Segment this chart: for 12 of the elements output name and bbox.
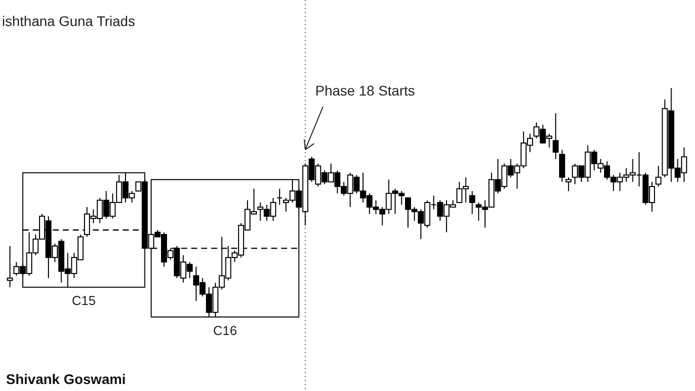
candlestick [469,190,476,214]
text: Shivank Goswami [6,371,126,387]
candlestick [559,149,566,182]
candlestick [276,188,283,206]
candlestick [552,112,559,160]
text: C16 [213,323,237,338]
annotation: C15 [72,293,96,308]
candlestick [655,165,662,187]
candlestick [566,176,572,192]
chart-title: ishthana Guna Triads [2,13,136,29]
candlestick [6,246,13,288]
annotation: Phase 18 Starts [315,82,415,99]
